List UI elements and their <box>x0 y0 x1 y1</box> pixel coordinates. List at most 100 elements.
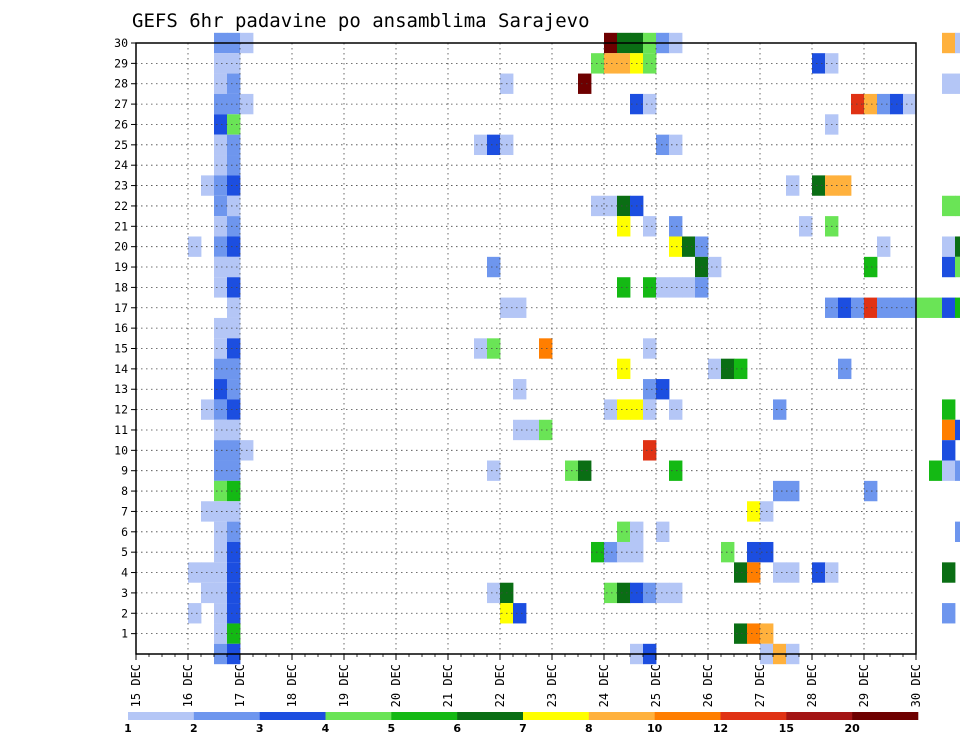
y-axis: 1234567891011121314151617181920212223242… <box>114 36 136 641</box>
precip-cell <box>955 195 960 217</box>
y-tick-label: 12 <box>114 403 128 417</box>
precip-cell <box>227 521 241 542</box>
legend-swatch <box>193 712 260 720</box>
precip-cell <box>747 501 761 522</box>
precip-cell <box>903 93 917 115</box>
precip-cell <box>669 399 683 420</box>
y-tick-label: 29 <box>114 56 128 70</box>
precip-cell <box>773 480 787 502</box>
precip-cell <box>214 419 228 441</box>
y-tick-label: 15 <box>114 342 128 356</box>
precip-cell <box>214 399 228 420</box>
precip-cell <box>227 603 241 624</box>
precip-cell <box>227 297 241 318</box>
precip-cell <box>955 32 960 54</box>
precip-cell <box>201 501 215 522</box>
precip-cell <box>955 460 960 481</box>
legend-label: 12 <box>713 722 728 735</box>
precip-cell <box>734 623 748 644</box>
precip-cell <box>929 460 943 481</box>
precip-cell <box>227 358 241 380</box>
precip-cell <box>669 236 683 257</box>
y-tick-label: 25 <box>114 138 128 152</box>
precip-cell <box>955 236 960 257</box>
precip-cell <box>643 582 657 604</box>
x-tick-label: 21 DEC <box>441 664 455 707</box>
precip-cell <box>721 358 735 380</box>
y-tick-label: 3 <box>121 586 128 600</box>
precip-cell <box>539 338 553 359</box>
precip-cell <box>227 440 241 461</box>
x-tick-label: 24 DEC <box>597 664 611 707</box>
precip-cell <box>188 562 202 583</box>
precip-cell <box>864 93 878 115</box>
precip-cell <box>214 623 228 644</box>
precip-cell <box>214 73 228 94</box>
precip-cell <box>214 582 228 604</box>
legend-swatch <box>654 712 721 720</box>
precip-cell <box>942 195 956 217</box>
precip-cell <box>214 460 228 481</box>
x-tick-label: 25 DEC <box>649 664 663 707</box>
precip-cell <box>669 134 683 156</box>
precip-cell <box>669 582 683 604</box>
precip-cell <box>578 460 592 481</box>
precip-cell <box>617 358 631 380</box>
precip-cell <box>617 399 631 420</box>
precip-cell <box>227 114 241 135</box>
y-tick-label: 1 <box>121 627 128 641</box>
precip-cell <box>487 460 501 481</box>
y-tick-label: 26 <box>114 117 128 131</box>
precip-cell <box>643 399 657 420</box>
precip-cell <box>227 256 241 278</box>
precip-cell <box>955 297 960 318</box>
precip-cell <box>643 338 657 359</box>
precip-cell <box>942 603 956 624</box>
chart-title: GEFS 6hr padavine po ansamblima Sarajevo <box>132 10 590 32</box>
precip-cell <box>617 277 631 298</box>
precip-cell <box>955 256 960 278</box>
precip-cell <box>747 562 761 583</box>
precip-cell <box>942 73 956 94</box>
precip-cell <box>617 53 631 74</box>
precip-cell <box>214 195 228 217</box>
x-tick-label: 16 DEC <box>181 664 195 707</box>
precip-cell <box>721 541 735 563</box>
precip-cell <box>604 399 618 420</box>
legend-swatch <box>128 712 195 720</box>
x-tick-label: 29 DEC <box>857 664 871 707</box>
precip-cell <box>227 216 241 237</box>
legend-label: 4 <box>322 722 330 735</box>
color-legend: 1 2 3 4 5 6 7 8 10 12 15 20 <box>124 712 919 735</box>
legend-swatch <box>588 712 655 720</box>
precip-cell <box>942 236 956 257</box>
precip-cell <box>201 399 215 420</box>
cell-layer <box>188 32 960 665</box>
legend-label: 6 <box>453 722 461 735</box>
precip-cell <box>617 582 631 604</box>
precip-cell <box>942 32 956 54</box>
precip-cell <box>214 480 228 502</box>
precip-cell <box>851 297 865 318</box>
precip-cell <box>643 53 657 74</box>
legend-swatch <box>325 712 392 720</box>
precip-cell <box>214 134 228 156</box>
legend-swatch <box>786 712 853 720</box>
legend-swatch <box>852 712 919 720</box>
precip-cell <box>682 277 696 298</box>
precip-cell <box>227 53 241 74</box>
precip-cell <box>227 73 241 94</box>
precip-cell <box>617 521 631 542</box>
precip-cell <box>942 562 956 583</box>
precip-cell <box>877 93 891 115</box>
y-tick-label: 13 <box>114 382 128 396</box>
y-tick-label: 20 <box>114 240 128 254</box>
precip-cell <box>214 114 228 135</box>
precip-cell <box>942 460 956 481</box>
precip-cell <box>669 460 683 481</box>
legend-label: 15 <box>779 722 794 735</box>
precip-cell <box>591 53 605 74</box>
y-tick-label: 22 <box>114 199 128 213</box>
y-tick-label: 21 <box>114 219 128 233</box>
y-tick-label: 7 <box>121 504 128 518</box>
